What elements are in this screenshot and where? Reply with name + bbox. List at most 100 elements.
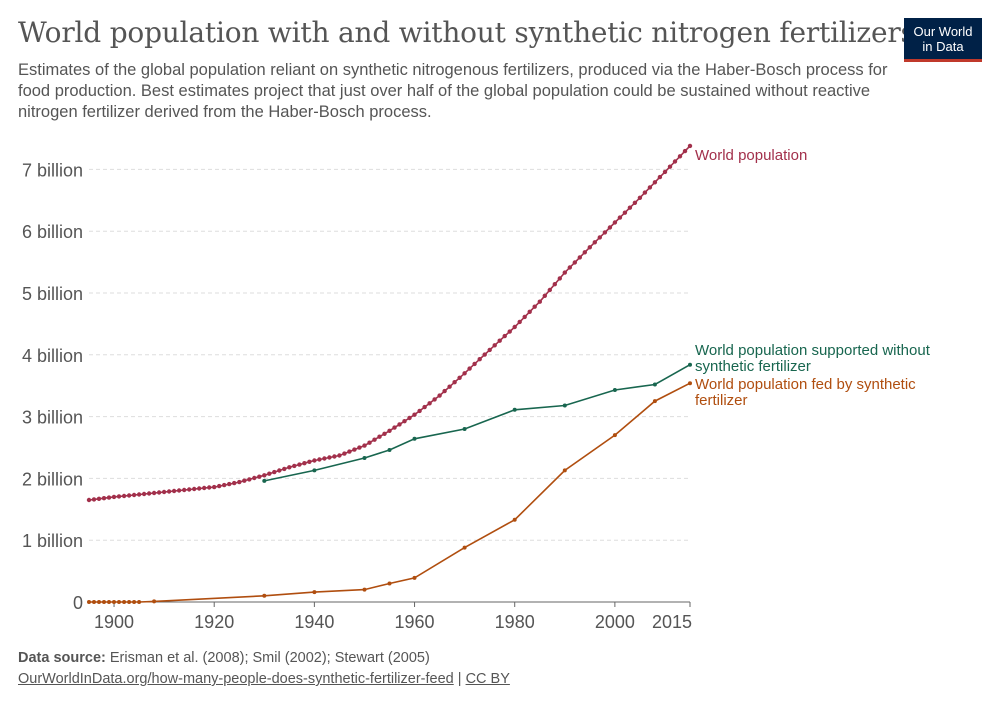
data-point — [287, 465, 292, 470]
data-point — [627, 205, 633, 210]
url-line: OurWorldInData.org/how-many-people-does-… — [18, 669, 510, 690]
series-label-line: World population — [695, 147, 807, 164]
data-point — [317, 457, 322, 462]
series-0 — [86, 143, 693, 503]
data-point — [352, 447, 357, 452]
data-point — [587, 245, 592, 250]
data-point — [137, 600, 142, 604]
grid-lines — [89, 168, 690, 541]
data-point — [97, 600, 101, 604]
data-point — [252, 475, 257, 481]
data-point — [677, 154, 683, 159]
data-point — [432, 397, 437, 402]
series-line — [88, 145, 691, 501]
data-point — [312, 468, 317, 473]
axes: 0 1 billion 2 billion 3 billion 4 billion 5 b… — [22, 160, 692, 632]
data-point — [462, 545, 467, 550]
data-point — [387, 448, 392, 452]
data-point — [227, 481, 232, 487]
data-point — [262, 473, 267, 478]
data-point — [507, 329, 512, 334]
y-tick-label: 2 billion — [22, 469, 83, 489]
data-point — [657, 174, 663, 180]
data-point — [652, 399, 657, 404]
data-point — [161, 489, 167, 495]
data-point — [337, 453, 342, 458]
data-point — [502, 333, 507, 339]
x-tick-label: 1920 — [194, 612, 234, 632]
data-point — [402, 419, 407, 424]
data-point — [372, 437, 377, 442]
x-tick-label: 1960 — [395, 612, 435, 632]
source-url-link[interactable]: OurWorldInData.org/how-many-people-does-… — [18, 671, 454, 687]
data-point — [572, 260, 577, 265]
series-2 — [87, 381, 692, 604]
data-point — [292, 463, 297, 469]
data-point — [662, 169, 668, 175]
data-point — [101, 496, 107, 501]
data-point — [141, 491, 147, 497]
x-tick-label: 2015 — [652, 612, 692, 632]
source-text: Erisman et al. (2008); Smil (2002); Stew… — [105, 650, 430, 666]
data-point — [637, 195, 643, 200]
data-point — [126, 493, 132, 498]
data-point — [652, 382, 657, 387]
data-point — [277, 468, 282, 473]
data-point — [667, 164, 673, 169]
footer: Data source: Erisman et al. (2008); Smil… — [18, 648, 510, 690]
data-point — [171, 488, 177, 494]
data-point — [192, 486, 197, 492]
data-point — [217, 483, 222, 489]
data-point — [612, 220, 618, 225]
data-point — [332, 454, 337, 459]
data-point — [302, 461, 307, 466]
data-point — [112, 600, 116, 604]
data-point — [597, 235, 602, 240]
data-point — [592, 240, 597, 245]
y-tick-label: 7 billion — [22, 160, 83, 180]
data-point — [242, 478, 247, 483]
source-label: Data source: — [18, 650, 106, 666]
data-point — [412, 436, 417, 441]
data-point — [267, 471, 272, 476]
data-point — [86, 497, 92, 503]
data-point — [577, 255, 582, 260]
data-point — [522, 314, 527, 320]
owid-logo[interactable]: Our World in Data — [904, 18, 982, 62]
y-tick-label: 4 billion — [22, 346, 83, 366]
data-point — [107, 600, 111, 604]
data-point — [412, 575, 417, 580]
data-point — [687, 143, 693, 149]
series-labels: World population World population support… — [695, 147, 931, 409]
data-point — [602, 230, 608, 235]
y-tick-label: 0 — [73, 593, 83, 613]
logo-line-2: in Data — [922, 39, 964, 54]
data-point — [362, 443, 367, 448]
data-point — [442, 388, 447, 394]
y-tick-label: 3 billion — [22, 408, 83, 428]
data-point — [497, 338, 502, 343]
data-point — [347, 449, 352, 454]
x-tick-label: 1980 — [495, 612, 535, 632]
data-point — [617, 215, 623, 220]
data-point — [642, 190, 648, 195]
data-point — [412, 412, 417, 417]
data-point — [377, 434, 382, 439]
series-label-line: synthetic fertilizer — [695, 358, 811, 375]
data-point — [152, 599, 157, 604]
series-label-line: World population supported without — [695, 342, 931, 359]
data-point — [517, 319, 522, 325]
license-link[interactable]: CC BY — [465, 671, 510, 687]
data-point — [552, 282, 557, 287]
data-point — [92, 600, 96, 604]
data-point — [437, 393, 442, 398]
data-point — [132, 600, 137, 604]
series-group — [86, 143, 693, 604]
series-label-line: World population fed by synthetic — [695, 376, 916, 393]
data-point — [688, 381, 692, 386]
data-point — [342, 451, 347, 456]
data-point — [237, 479, 242, 485]
x-tick-label: 1940 — [294, 612, 334, 632]
data-point — [547, 287, 552, 293]
data-point — [688, 362, 692, 367]
